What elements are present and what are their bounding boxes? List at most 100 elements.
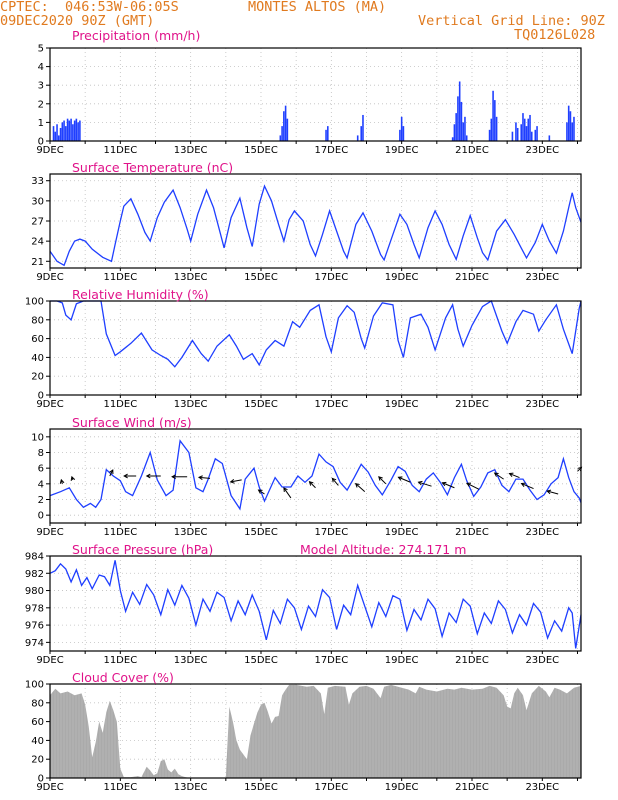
precip-bar: [73, 120, 76, 141]
x-tick-label: 15DEC: [244, 782, 278, 793]
x-tick-label: 15DEC: [244, 399, 278, 410]
precip-bar: [458, 81, 461, 141]
precip-bar: [65, 126, 67, 141]
precip-bar: [455, 113, 457, 141]
x-tick-label: 11DEC: [103, 272, 137, 283]
x-tick-label: 15DEC: [244, 655, 278, 666]
wind-arrow: [257, 489, 265, 495]
wind-arrow-shaft: [378, 476, 387, 485]
wind-arrow-head: [331, 477, 337, 483]
cloud-title: Cloud Cover (%): [72, 670, 174, 685]
x-tick-label: 23DEC: [525, 782, 559, 793]
x-tick-label: 11DEC: [103, 655, 137, 666]
precip-bar: [72, 124, 74, 141]
rh-panel: 0 20 40 60 80 100 9DEC 11DEC 13DEC 15DEC 17DEC 19DE…: [25, 287, 582, 410]
x-tick-label: 23DEC: [525, 145, 559, 156]
wind-arrow-head: [508, 472, 514, 477]
precip-bar: [511, 131, 514, 141]
wind-arrow-shaft: [547, 490, 559, 495]
wind-arrow: [378, 476, 387, 485]
precip-title: Precipitation (mm/h): [72, 28, 200, 43]
precip-bar: [548, 135, 551, 141]
wind-panel: 0 2 4 6 8 10 9DEC 11DEC 13DEC 15DEC 17DEC 19DEC 21DE…: [31, 415, 583, 538]
precip-bar: [70, 118, 72, 141]
x-tick-label: 9DEC: [36, 145, 63, 156]
wind-arrow-shaft: [230, 479, 242, 483]
precip-bar: [63, 120, 65, 141]
y-tick-label: 0: [38, 774, 44, 785]
wind-arrow-head: [123, 473, 128, 479]
rh-line: [50, 300, 582, 368]
wind-arrow: [520, 482, 534, 489]
x-tick-label: 19DEC: [385, 145, 419, 156]
location-name: MONTES ALTOS (MA): [248, 0, 387, 15]
x-tick-label: 23DEC: [525, 527, 559, 538]
wind-arrow: [466, 482, 480, 490]
y-tick-label: 30: [31, 196, 44, 207]
x-tick-label: 13DEC: [174, 399, 208, 410]
y-tick-label: 40: [31, 353, 44, 364]
rh-frame: [49, 300, 582, 396]
wind-line: [49, 439, 582, 511]
y-tick-label: 8: [38, 448, 44, 459]
wind-arrow-head: [546, 489, 552, 495]
precip-bar: [569, 111, 572, 141]
precip-bar: [327, 126, 329, 141]
wind-arrow-shaft: [509, 473, 520, 479]
x-tick-label: 21DEC: [455, 272, 489, 283]
wind-arrow-head: [109, 469, 114, 475]
precip-panel: 0 1 2 3 4 5 9DEC 11DEC 13DEC 15DEC 17DEC 19DEC 21DEC…: [36, 28, 582, 156]
x-tick-label: 21DEC: [455, 782, 489, 793]
precip-bar: [515, 122, 517, 141]
y-tick-label: 60: [31, 334, 44, 345]
wind-arrow-shaft: [466, 482, 480, 490]
y-tick-label: 980: [25, 586, 44, 597]
grid-note: Vertical Grid Line: 90Z: [418, 13, 605, 29]
precip-bar: [325, 129, 327, 141]
wind-arrow-head: [354, 482, 360, 488]
x-tick-label: 11DEC: [103, 145, 137, 156]
x-tick-label: 13DEC: [174, 145, 208, 156]
x-tick-label: 9DEC: [36, 527, 63, 538]
x-tick-label: 13DEC: [174, 782, 208, 793]
x-tick-label: 21DEC: [455, 655, 489, 666]
y-tick-label: 3: [38, 81, 44, 92]
precip-bar: [451, 137, 454, 141]
precip-bar: [400, 116, 403, 141]
x-tick-label: 15DEC: [244, 272, 278, 283]
precip-bar: [284, 105, 287, 141]
x-tick-label: 13DEC: [174, 655, 208, 666]
wind-arrow: [171, 474, 188, 480]
precip-bar: [360, 126, 363, 141]
x-tick-label: 19DEC: [385, 272, 419, 283]
y-tick-label: 100: [25, 680, 44, 691]
precip-bar: [453, 124, 456, 141]
precip-bar: [356, 135, 359, 141]
wind-arrow-shaft: [198, 476, 211, 479]
wind-arrow: [123, 473, 137, 479]
precip-bar: [464, 116, 466, 141]
x-tick-label: 9DEC: [36, 655, 63, 666]
wind-arrow: [197, 475, 211, 480]
x-tick-label: 9DEC: [36, 399, 63, 410]
precip-bar: [520, 124, 523, 141]
precip-bar: [68, 120, 71, 141]
wind-arrow: [397, 476, 411, 483]
precip-bar: [58, 135, 60, 141]
x-tick-label: 19DEC: [385, 527, 419, 538]
precip-bar: [534, 129, 537, 141]
temp-panel: 21 24 27 30 33 9DEC 11DEC 13DEC 15DEC 17DEC 19DEC 2…: [31, 160, 582, 283]
cloud-panel: 0 20 40 60 80 100 9DEC 11DEC 13DEC 15DEC 17DEC 19DE…: [25, 670, 582, 793]
wind-arrow-shaft: [494, 472, 504, 480]
y-tick-label: 6: [38, 464, 44, 475]
precip-bar: [465, 135, 468, 141]
wind-arrow-head: [378, 476, 383, 481]
precip-bar: [525, 126, 528, 141]
x-tick-label: 11DEC: [103, 399, 137, 410]
y-tick-label: 80: [31, 315, 44, 326]
y-tick-label: 982: [25, 569, 44, 580]
precip-bar: [460, 101, 463, 141]
y-tick-label: 976: [25, 621, 44, 632]
wind-arrow-head: [493, 472, 499, 477]
